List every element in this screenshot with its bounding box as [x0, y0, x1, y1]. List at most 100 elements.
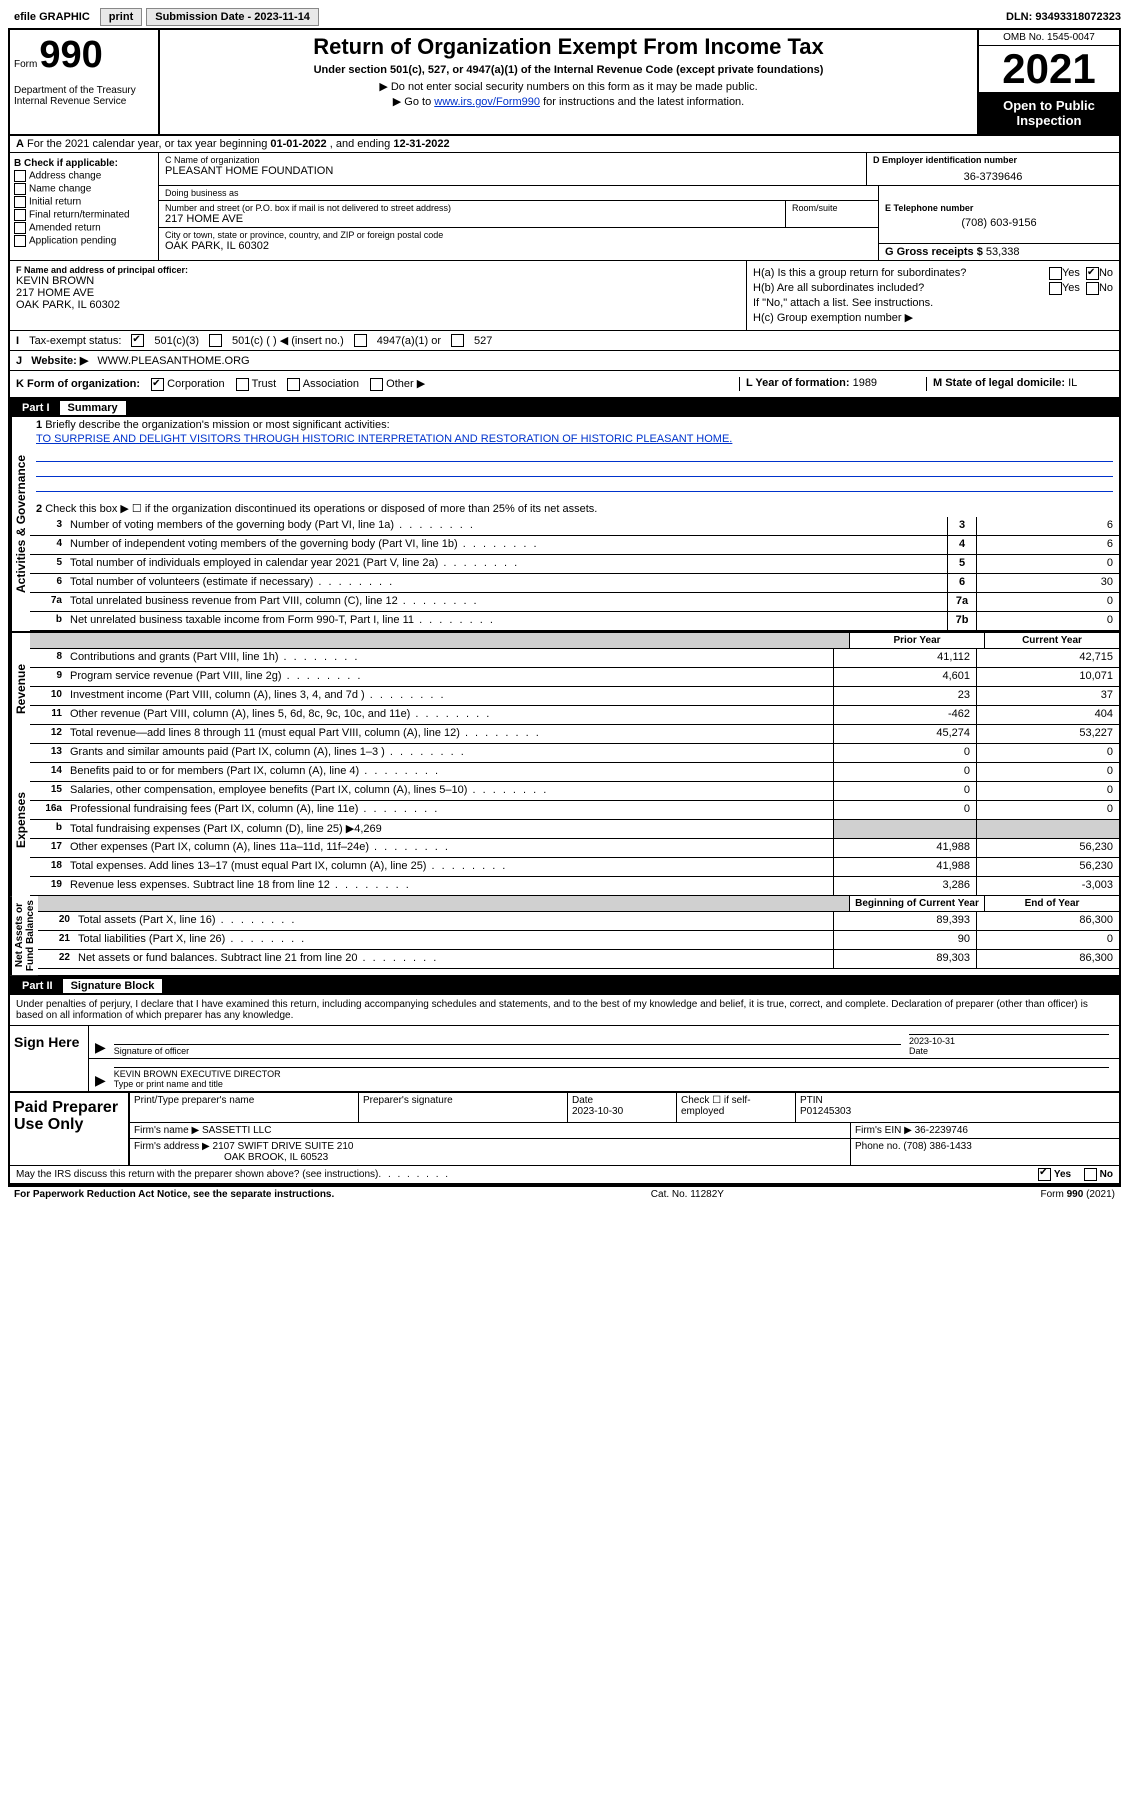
- phone-gross-block: E Telephone number (708) 603-9156 G Gros…: [879, 201, 1119, 260]
- main-title: Return of Organization Exempt From Incom…: [168, 34, 969, 60]
- discuss-no[interactable]: [1084, 1168, 1097, 1181]
- section-bcd: B Check if applicable: Address change Na…: [10, 153, 1119, 261]
- dln-label: DLN: 93493318072323: [1006, 11, 1121, 23]
- chk-501c[interactable]: [209, 334, 222, 347]
- sign-here-block: Sign Here ▶ Signature of officer 2023-10…: [10, 1026, 1119, 1093]
- part2-header: Part II Signature Block: [10, 977, 1119, 995]
- side-expenses: Expenses: [10, 744, 30, 896]
- summary-line: 5 Total number of individuals employed i…: [30, 555, 1119, 574]
- summary-line: 10 Investment income (Part VIII, column …: [30, 687, 1119, 706]
- chk-other[interactable]: [370, 378, 383, 391]
- ha-no[interactable]: [1086, 267, 1099, 280]
- print-button[interactable]: print: [100, 8, 142, 26]
- hb-no[interactable]: [1086, 282, 1099, 295]
- summary-line: 4 Number of independent voting members o…: [30, 536, 1119, 555]
- header-center: Return of Organization Exempt From Incom…: [160, 30, 977, 134]
- chk-trust[interactable]: [236, 378, 249, 391]
- top-toolbar: efile GRAPHIC print Submission Date - 20…: [8, 8, 1121, 26]
- subtitle: Under section 501(c), 527, or 4947(a)(1)…: [168, 64, 969, 76]
- department-label: Department of the Treasury Internal Reve…: [14, 85, 154, 107]
- mission-text: TO SURPRISE AND DELIGHT VISITORS THROUGH…: [30, 433, 1119, 447]
- summary-line: 13 Grants and similar amounts paid (Part…: [30, 744, 1119, 763]
- summary-line: 14 Benefits paid to or for members (Part…: [30, 763, 1119, 782]
- section-fh: F Name and address of principal officer:…: [10, 261, 1119, 331]
- header-right: OMB No. 1545-0047 2021 Open to Public In…: [977, 30, 1119, 134]
- summary-line: 15 Salaries, other compensation, employe…: [30, 782, 1119, 801]
- summary-line: 16a Professional fundraising fees (Part …: [30, 801, 1119, 820]
- omb-number: OMB No. 1545-0047: [979, 30, 1119, 46]
- boy-header: Beginning of Current Year: [849, 896, 984, 911]
- summary-line: 7a Total unrelated business revenue from…: [30, 593, 1119, 612]
- org-name-cell: C Name of organization PLEASANT HOME FOU…: [159, 153, 867, 186]
- officer-block: F Name and address of principal officer:…: [10, 261, 747, 330]
- side-revenue: Revenue: [10, 633, 30, 744]
- officer-signature-field[interactable]: Signature of officer: [114, 1044, 901, 1056]
- ha-yes[interactable]: [1049, 267, 1062, 280]
- chk-corp[interactable]: [151, 378, 164, 391]
- prior-year-header: Prior Year: [849, 633, 984, 648]
- chk-amended[interactable]: [14, 222, 26, 234]
- chk-527[interactable]: [451, 334, 464, 347]
- discuss-row: May the IRS discuss this return with the…: [10, 1166, 1119, 1183]
- summary-line: 17 Other expenses (Part IX, column (A), …: [30, 839, 1119, 858]
- form-word: Form: [14, 59, 37, 70]
- summary-expenses: Expenses 13 Grants and similar amounts p…: [10, 744, 1119, 896]
- tax-year: 2021: [979, 46, 1119, 92]
- summary-line: 18 Total expenses. Add lines 13–17 (must…: [30, 858, 1119, 877]
- chk-application-pending[interactable]: [14, 235, 26, 247]
- summary-line: 11 Other revenue (Part VIII, column (A),…: [30, 706, 1119, 725]
- officer-name-field: KEVIN BROWN EXECUTIVE DIRECTOR Type or p…: [114, 1067, 1109, 1089]
- efile-label: efile GRAPHIC: [8, 9, 96, 25]
- current-year-header: Current Year: [984, 633, 1119, 648]
- dba-cell: Doing business as: [159, 186, 879, 201]
- chk-name-change[interactable]: [14, 183, 26, 195]
- chk-initial-return[interactable]: [14, 196, 26, 208]
- arrow-icon: ▶: [95, 1039, 106, 1056]
- discuss-yes[interactable]: [1038, 1168, 1051, 1181]
- submission-date-button[interactable]: Submission Date - 2023-11-14: [146, 8, 319, 26]
- summary-line: 22 Net assets or fund balances. Subtract…: [38, 950, 1119, 969]
- summary-line: 21 Total liabilities (Part X, line 26) 9…: [38, 931, 1119, 950]
- page-footer: For Paperwork Reduction Act Notice, see …: [8, 1185, 1121, 1202]
- irs-link[interactable]: www.irs.gov/Form990: [434, 96, 540, 108]
- chk-address-change[interactable]: [14, 170, 26, 182]
- header-left: Form 990 Department of the Treasury Inte…: [10, 30, 160, 134]
- ein-cell: D Employer identification number 36-3739…: [867, 153, 1119, 186]
- instruction-1: ▶ Do not enter social security numbers o…: [168, 80, 969, 93]
- summary-line: 20 Total assets (Part X, line 16) 89,393…: [38, 912, 1119, 931]
- form-container: Form 990 Department of the Treasury Inte…: [8, 28, 1121, 1185]
- preparer-block: Paid Preparer Use Only Print/Type prepar…: [10, 1093, 1119, 1166]
- sig-date-field: 2023-10-31 Date: [909, 1034, 1109, 1056]
- summary-line: 19 Revenue less expenses. Subtract line …: [30, 877, 1119, 896]
- column-b: B Check if applicable: Address change Na…: [10, 153, 159, 260]
- open-public-badge: Open to Public Inspection: [979, 92, 1119, 134]
- summary-line: 8 Contributions and grants (Part VIII, l…: [30, 649, 1119, 668]
- summary-revenue: Revenue Prior Year Current Year 8 Contri…: [10, 631, 1119, 744]
- form-number: 990: [39, 34, 102, 77]
- hb-yes[interactable]: [1049, 282, 1062, 295]
- side-governance: Activities & Governance: [10, 417, 30, 631]
- column-cde: C Name of organization PLEASANT HOME FOU…: [159, 153, 1119, 260]
- part1-header: Part I Summary: [10, 399, 1119, 417]
- eoy-header: End of Year: [984, 896, 1119, 911]
- summary-line: 3 Number of voting members of the govern…: [30, 517, 1119, 536]
- chk-4947[interactable]: [354, 334, 367, 347]
- summary-line: 6 Total number of volunteers (estimate i…: [30, 574, 1119, 593]
- website-row: J Website: ▶ WWW.PLEASANTHOME.ORG: [10, 351, 1119, 371]
- summary-governance: Activities & Governance 1 Briefly descri…: [10, 417, 1119, 631]
- chk-assoc[interactable]: [287, 378, 300, 391]
- chk-final-return[interactable]: [14, 209, 26, 221]
- jurat-text: Under penalties of perjury, I declare th…: [10, 995, 1119, 1026]
- summary-line: 12 Total revenue—add lines 8 through 11 …: [30, 725, 1119, 744]
- form-header: Form 990 Department of the Treasury Inte…: [10, 30, 1119, 136]
- group-return-block: H(a) Is this a group return for subordin…: [747, 261, 1119, 330]
- chk-501c3[interactable]: [131, 334, 144, 347]
- arrow-icon: ▶: [95, 1072, 106, 1089]
- address-block: Number and street (or P.O. box if mail i…: [159, 201, 879, 260]
- summary-net-assets: Net Assets or Fund Balances Beginning of…: [10, 896, 1119, 977]
- form-org-row: K Form of organization: Corporation Trus…: [10, 371, 1119, 399]
- side-net-assets: Net Assets or Fund Balances: [10, 896, 38, 975]
- row-a: A For the 2021 calendar year, or tax yea…: [10, 136, 1119, 153]
- summary-line: 9 Program service revenue (Part VIII, li…: [30, 668, 1119, 687]
- instruction-2: ▶ Go to www.irs.gov/Form990 for instruct…: [168, 95, 969, 108]
